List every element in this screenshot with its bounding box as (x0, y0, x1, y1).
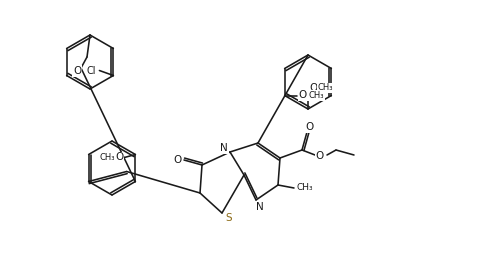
Text: O: O (316, 151, 324, 161)
Text: O: O (73, 66, 81, 76)
Text: CH₃: CH₃ (100, 153, 115, 162)
Text: O: O (309, 83, 317, 93)
Text: Cl: Cl (87, 65, 96, 76)
Text: CH₃: CH₃ (317, 84, 333, 92)
Text: O: O (299, 91, 307, 100)
Text: CH₃: CH₃ (309, 91, 324, 100)
Text: N: N (220, 143, 228, 153)
Text: O: O (174, 155, 182, 165)
Text: S: S (226, 213, 232, 223)
Text: O: O (115, 152, 123, 163)
Text: N: N (256, 202, 264, 212)
Text: CH₃: CH₃ (297, 183, 313, 193)
Text: O: O (306, 122, 314, 132)
